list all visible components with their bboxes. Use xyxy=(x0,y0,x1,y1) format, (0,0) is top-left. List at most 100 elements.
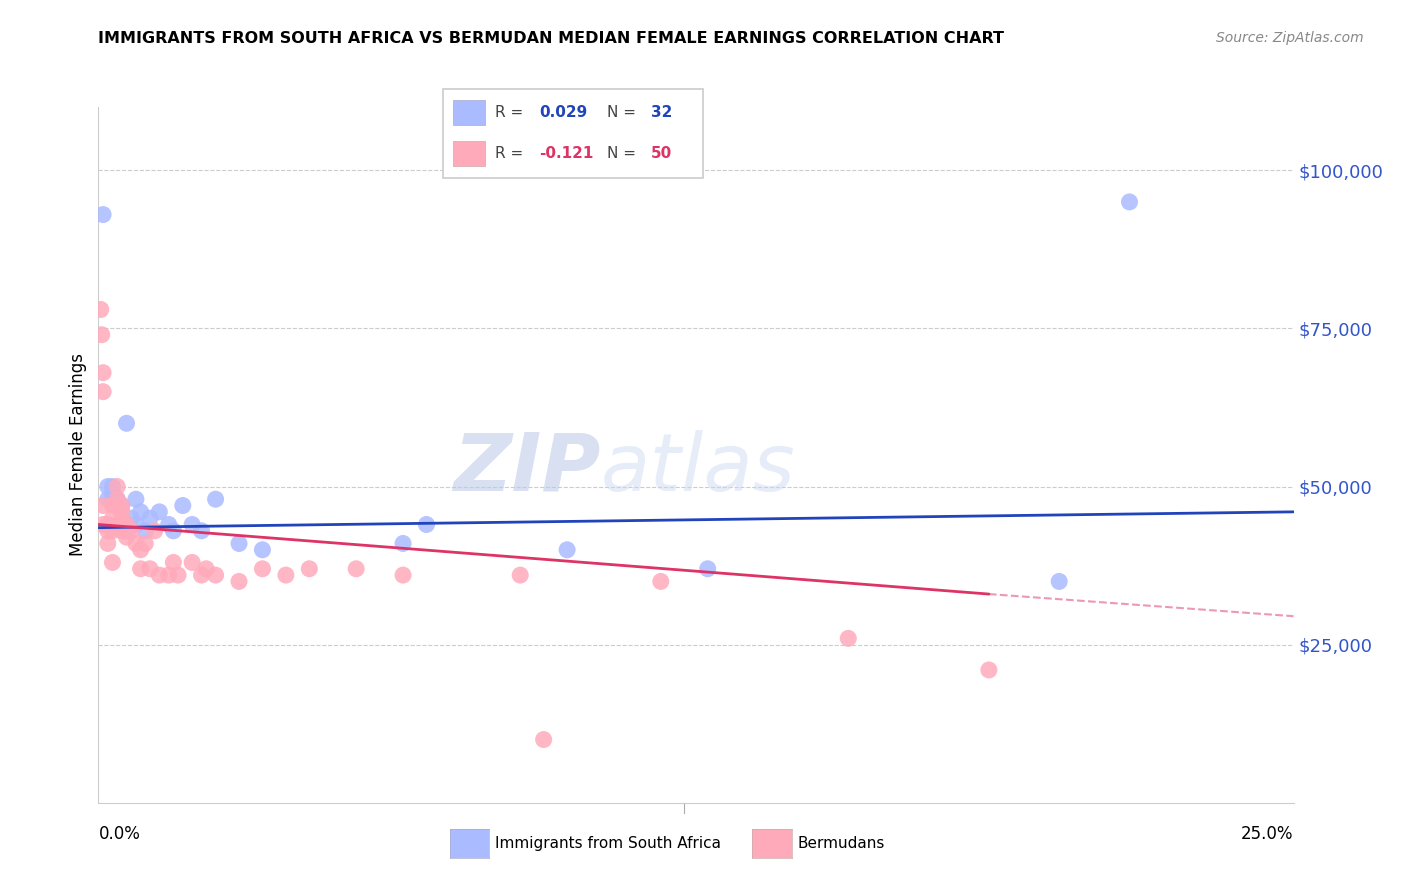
Text: Source: ZipAtlas.com: Source: ZipAtlas.com xyxy=(1216,31,1364,45)
Text: Immigrants from South Africa: Immigrants from South Africa xyxy=(495,837,721,851)
Point xyxy=(1047,574,1070,589)
Point xyxy=(977,663,1000,677)
Point xyxy=(125,517,148,532)
Point xyxy=(204,492,226,507)
Point xyxy=(91,517,114,532)
Point xyxy=(134,536,156,550)
Point xyxy=(91,499,114,513)
Point xyxy=(167,568,190,582)
Point xyxy=(125,492,148,507)
Point xyxy=(91,208,114,222)
Point xyxy=(101,511,124,525)
Point xyxy=(509,568,531,582)
Point xyxy=(148,568,170,582)
Point xyxy=(97,492,120,507)
Point xyxy=(105,499,128,513)
Point xyxy=(134,524,156,538)
Point xyxy=(190,568,212,582)
Point xyxy=(252,542,274,557)
Point xyxy=(162,556,184,570)
Point xyxy=(1118,194,1140,209)
Point xyxy=(111,505,134,519)
Point xyxy=(129,505,152,519)
Point xyxy=(111,499,134,513)
Point xyxy=(143,524,166,538)
FancyBboxPatch shape xyxy=(443,89,703,178)
Text: 50: 50 xyxy=(651,146,672,161)
Text: N =: N = xyxy=(607,105,641,120)
Point xyxy=(148,505,170,519)
Point xyxy=(111,524,134,538)
Point xyxy=(101,524,124,538)
Point xyxy=(91,366,114,380)
Text: 0.029: 0.029 xyxy=(538,105,588,120)
Point xyxy=(650,574,672,589)
Point xyxy=(105,479,128,493)
Text: 32: 32 xyxy=(651,105,672,120)
Point xyxy=(120,511,142,525)
Text: Bermudans: Bermudans xyxy=(797,837,884,851)
Point xyxy=(97,536,120,550)
Bar xyxy=(453,141,485,166)
Point xyxy=(344,562,367,576)
Point xyxy=(101,479,124,493)
Point xyxy=(298,562,321,576)
Point xyxy=(228,536,250,550)
Point xyxy=(195,562,218,576)
Point xyxy=(105,492,128,507)
Point xyxy=(190,524,212,538)
Point xyxy=(97,524,120,538)
Text: 25.0%: 25.0% xyxy=(1241,825,1294,843)
Text: atlas: atlas xyxy=(600,430,796,508)
Point xyxy=(91,384,114,399)
Text: -0.121: -0.121 xyxy=(538,146,593,161)
Point xyxy=(392,536,415,550)
Point xyxy=(162,524,184,538)
Point xyxy=(172,499,194,513)
Point xyxy=(129,542,152,557)
Point xyxy=(120,524,142,538)
Point xyxy=(111,517,134,532)
Point xyxy=(129,562,152,576)
Y-axis label: Median Female Earnings: Median Female Earnings xyxy=(69,353,87,557)
Point xyxy=(139,511,162,525)
Point xyxy=(105,492,128,507)
Point xyxy=(392,568,415,582)
Point xyxy=(837,632,859,646)
Point xyxy=(274,568,297,582)
Point xyxy=(115,517,138,532)
Point xyxy=(97,517,120,532)
Text: R =: R = xyxy=(495,146,529,161)
Point xyxy=(415,517,437,532)
Point xyxy=(157,568,180,582)
Point xyxy=(555,542,578,557)
Point xyxy=(111,499,134,513)
Point xyxy=(115,524,138,538)
Point xyxy=(101,486,124,500)
Text: R =: R = xyxy=(495,105,529,120)
Point xyxy=(111,511,134,525)
Point xyxy=(125,536,148,550)
Point xyxy=(533,732,555,747)
Point xyxy=(105,499,128,513)
Text: 0.0%: 0.0% xyxy=(98,825,141,843)
Text: IMMIGRANTS FROM SOUTH AFRICA VS BERMUDAN MEDIAN FEMALE EARNINGS CORRELATION CHAR: IMMIGRANTS FROM SOUTH AFRICA VS BERMUDAN… xyxy=(98,31,1004,46)
Point xyxy=(101,492,124,507)
Point xyxy=(696,562,718,576)
Point xyxy=(101,556,124,570)
Point xyxy=(115,417,138,431)
Point xyxy=(252,562,274,576)
Text: N =: N = xyxy=(607,146,641,161)
Point xyxy=(204,568,226,582)
Point xyxy=(97,479,120,493)
Point xyxy=(90,302,112,317)
Text: ZIP: ZIP xyxy=(453,430,600,508)
Point xyxy=(181,556,204,570)
Bar xyxy=(453,100,485,125)
Point xyxy=(111,517,134,532)
Point xyxy=(115,530,138,544)
Point xyxy=(139,562,162,576)
Point xyxy=(101,499,124,513)
Point xyxy=(157,517,180,532)
Point xyxy=(181,517,204,532)
